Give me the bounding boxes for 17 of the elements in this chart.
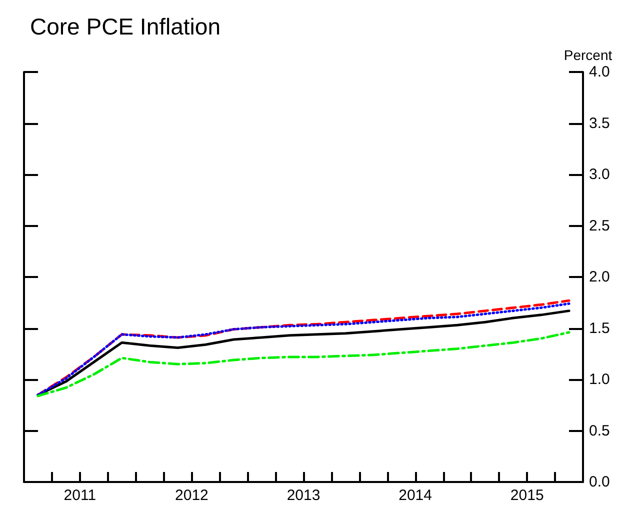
x-tick-label: 2011 bbox=[64, 487, 96, 504]
y-tick-label: 2.0 bbox=[589, 268, 610, 286]
y-axis-title: Percent bbox=[564, 47, 612, 63]
y-tick-label: 0.0 bbox=[589, 474, 610, 490]
x-tick-label: 2014 bbox=[398, 487, 432, 504]
x-tick-label: 2012 bbox=[175, 487, 208, 504]
y-tick-label: 3.0 bbox=[589, 166, 610, 183]
y-tick-label: 3.5 bbox=[589, 114, 610, 132]
x-tick-label: 2015 bbox=[510, 487, 544, 504]
y-tick-label: 1.5 bbox=[589, 320, 610, 337]
y-tick-label: 4.0 bbox=[589, 64, 610, 80]
chart-title: Core PCE Inflation bbox=[30, 14, 220, 40]
y-tick-label: 0.5 bbox=[589, 422, 610, 440]
y-tick-label: 1.0 bbox=[589, 371, 610, 388]
y-tick-label: 2.5 bbox=[589, 217, 610, 234]
line-series bbox=[36, 331, 570, 398]
x-tick-label: 2013 bbox=[286, 487, 320, 504]
